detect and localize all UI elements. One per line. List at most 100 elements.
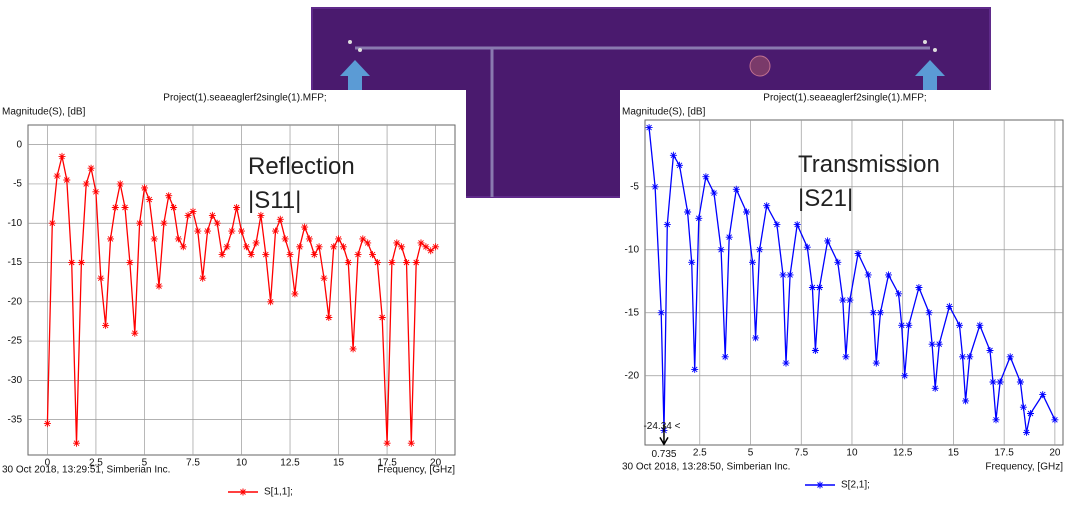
point-marker — [413, 259, 420, 266]
point-marker — [374, 259, 381, 266]
y-tick-label: -25 — [8, 336, 23, 347]
point-marker — [117, 180, 124, 187]
point-marker — [296, 243, 303, 250]
point-marker — [1017, 379, 1024, 386]
point-marker — [905, 322, 912, 329]
y-tick-label: -10 — [8, 218, 23, 229]
point-marker — [214, 220, 221, 227]
x-tick-label: 10 — [846, 448, 858, 459]
x-tick-label: 5 — [142, 458, 148, 469]
point-marker — [287, 251, 294, 258]
x-tick-label: 20 — [1049, 448, 1061, 459]
point-marker — [842, 353, 849, 360]
point-marker — [756, 246, 763, 253]
point-marker — [78, 259, 85, 266]
point-marker — [990, 379, 997, 386]
point-marker — [865, 271, 872, 278]
point-marker — [112, 204, 119, 211]
point-marker — [209, 212, 216, 219]
point-marker — [870, 309, 877, 316]
point-marker — [676, 162, 683, 169]
annotation-label: -24.34 < — [643, 421, 680, 432]
point-marker — [170, 204, 177, 211]
point-marker — [780, 271, 787, 278]
point-marker — [684, 209, 691, 216]
point-marker — [783, 360, 790, 367]
point-marker — [384, 440, 391, 447]
x-tick-label: 17.5 — [377, 458, 397, 469]
point-marker — [773, 221, 780, 228]
point-marker — [752, 334, 759, 341]
point-marker — [855, 250, 862, 257]
point-marker — [369, 251, 376, 258]
point-marker — [966, 353, 973, 360]
point-marker — [403, 259, 410, 266]
x-tick-label: 2.5 — [89, 458, 103, 469]
point-marker — [408, 440, 415, 447]
overlay-label: |S11| — [248, 187, 301, 214]
point-marker — [646, 124, 653, 131]
x-tick-label: 10 — [236, 458, 248, 469]
y-tick-label: -5 — [13, 179, 22, 190]
point-marker — [763, 202, 770, 209]
point-marker — [204, 228, 211, 235]
y-tick-label: -15 — [625, 307, 640, 318]
x-tick-label: 0 — [45, 458, 51, 469]
point-marker — [787, 271, 794, 278]
point-marker — [160, 220, 167, 227]
point-marker — [272, 228, 279, 235]
point-marker — [131, 330, 138, 337]
point-marker — [670, 152, 677, 159]
point-marker — [794, 221, 801, 228]
x-tick-label: 17.5 — [994, 448, 1014, 459]
y-tick-label: -15 — [8, 257, 23, 268]
point-marker — [277, 216, 284, 223]
point-marker — [997, 379, 1004, 386]
overlay-label: Transmission — [798, 151, 940, 178]
point-marker — [846, 297, 853, 304]
legend-label: S[2,1]; — [841, 480, 870, 491]
point-marker — [146, 196, 153, 203]
x-tick-label: 15 — [948, 448, 960, 459]
point-marker — [190, 208, 197, 215]
point-marker — [359, 235, 366, 242]
point-marker — [877, 309, 884, 316]
x-tick-label: 12.5 — [893, 448, 913, 459]
point-marker — [185, 212, 192, 219]
point-marker — [427, 247, 434, 254]
point-marker — [393, 239, 400, 246]
point-marker — [364, 239, 371, 246]
point-marker — [136, 220, 143, 227]
point-marker — [219, 251, 226, 258]
y-tick-label: -20 — [8, 296, 23, 307]
point-marker — [722, 353, 729, 360]
point-marker — [718, 246, 725, 253]
x-tick-label: 2.5 — [693, 448, 707, 459]
point-marker — [726, 234, 733, 241]
point-marker — [44, 420, 51, 427]
point-marker — [1023, 429, 1030, 436]
annotation-x-value: 0.735 — [651, 449, 676, 460]
point-marker — [194, 228, 201, 235]
point-marker — [330, 243, 337, 250]
point-marker — [1027, 410, 1034, 417]
point-marker — [993, 416, 1000, 423]
point-marker — [432, 243, 439, 250]
point-marker — [702, 173, 709, 180]
point-marker — [388, 259, 395, 266]
y-tick-label: -5 — [630, 181, 639, 192]
overlay-label: Reflection — [248, 153, 355, 180]
point-marker — [73, 440, 80, 447]
point-marker — [733, 186, 740, 193]
point-marker — [107, 235, 114, 242]
point-marker — [946, 303, 953, 310]
point-marker — [839, 297, 846, 304]
point-marker — [658, 309, 665, 316]
point-marker — [59, 153, 66, 160]
point-marker — [1039, 391, 1046, 398]
point-marker — [126, 259, 133, 266]
point-marker — [652, 183, 659, 190]
point-marker — [885, 271, 892, 278]
point-marker — [824, 237, 831, 244]
point-marker — [711, 190, 718, 197]
